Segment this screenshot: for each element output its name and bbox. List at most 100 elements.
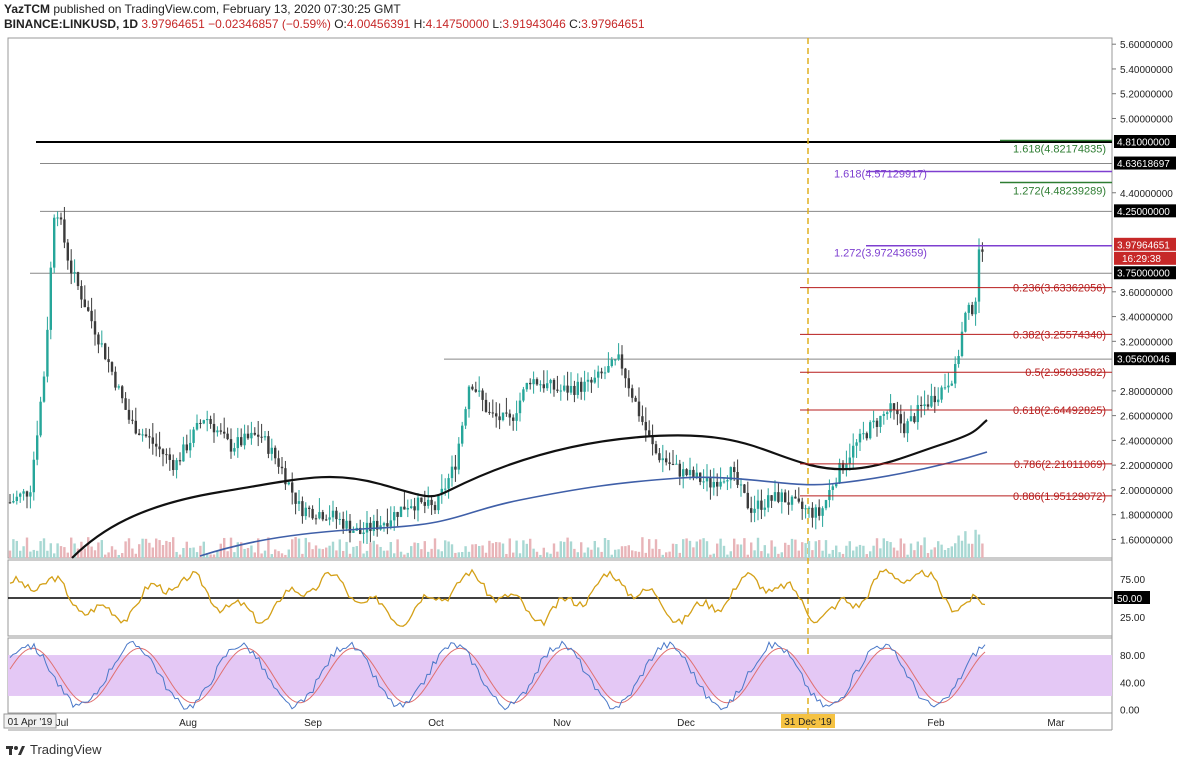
volume-bar <box>624 546 627 558</box>
candle-body <box>223 431 226 434</box>
volume-bar <box>114 549 117 558</box>
volume-bar <box>665 552 668 558</box>
volume-bar <box>869 551 872 558</box>
volume-bar <box>705 541 709 558</box>
volume-bar <box>801 542 804 558</box>
x-tick-label: Aug <box>179 718 197 729</box>
candle-body <box>382 523 386 526</box>
volume-bar <box>39 541 42 558</box>
volume-bar <box>359 540 362 558</box>
volume-bar <box>257 538 260 558</box>
candle-body <box>923 404 926 407</box>
candle-body <box>529 382 532 385</box>
candle-body <box>705 477 709 482</box>
volume-bar <box>223 537 226 558</box>
volume-bar <box>634 551 637 558</box>
candle-body <box>801 501 804 509</box>
candle-body <box>127 409 131 420</box>
candle-body <box>410 506 413 508</box>
candle-body <box>178 460 182 462</box>
volume-bar <box>784 542 787 558</box>
candle-body <box>841 462 845 470</box>
candle-body <box>73 272 76 274</box>
candle-body <box>253 432 256 435</box>
fib-retracement-label: 0.236(3.63362056) <box>1013 283 1106 295</box>
volume-bar <box>15 540 18 558</box>
candle-body <box>886 412 889 415</box>
volume-bar <box>566 537 569 558</box>
volume-bar <box>97 542 100 558</box>
candle-body <box>848 457 851 464</box>
volume-bar <box>291 539 294 558</box>
fib-extension-purple-label: 1.272(3.97243659) <box>834 248 927 260</box>
candle-body <box>328 517 331 520</box>
volume-bar <box>559 541 562 558</box>
candle-body <box>512 417 515 421</box>
volume-bar <box>811 550 814 558</box>
publish-info: YazTCM published on TradingView.com, Feb… <box>4 2 401 16</box>
volume-bar <box>121 553 124 558</box>
candle-body <box>22 491 25 494</box>
candle-body <box>59 217 63 220</box>
volume-bar <box>600 551 603 558</box>
high-label: H: <box>413 17 426 31</box>
x-tick-label: Mar <box>1047 718 1065 729</box>
volume-bar <box>202 541 205 558</box>
volume-bar <box>376 544 379 558</box>
volume-bar <box>233 552 236 558</box>
candle-body <box>903 423 906 434</box>
volume-bar <box>576 552 579 558</box>
volume-bar <box>675 544 678 558</box>
tradingview-logo-icon <box>6 745 25 755</box>
author-name[interactable]: YazTCM <box>4 2 51 16</box>
candle-body <box>481 390 484 400</box>
candle-body <box>573 385 576 395</box>
candle-body <box>807 507 811 509</box>
volume-bar <box>835 545 838 558</box>
x-tick-label: Dec <box>677 718 695 729</box>
candle-body <box>920 404 923 407</box>
volume-bar <box>845 545 848 558</box>
volume-bar <box>93 550 97 558</box>
candle-body <box>124 398 127 410</box>
y-tick-label: 5.20000000 <box>1120 90 1173 101</box>
volume-bar <box>750 542 753 558</box>
candle-body <box>172 459 175 471</box>
volume-bar <box>403 554 406 558</box>
candle-body <box>467 386 471 410</box>
volume-bar <box>726 554 729 558</box>
volume-bar <box>199 545 202 558</box>
candle-body <box>233 448 236 452</box>
volume-bar <box>321 549 324 558</box>
tradingview-brand[interactable]: TradingView <box>6 742 102 757</box>
candle-body <box>144 434 148 437</box>
volume-bar <box>399 551 403 558</box>
candle-body <box>824 500 828 509</box>
y-tick-label: 2.00000000 <box>1120 486 1173 497</box>
candle-body <box>780 492 783 502</box>
y-tick-label: 2.20000000 <box>1120 461 1173 472</box>
x-start-badge <box>3 713 57 729</box>
volume-bar <box>913 550 916 558</box>
candle-body <box>454 466 457 470</box>
candle-body <box>661 458 664 461</box>
volume-bar <box>682 539 685 558</box>
volume-bar <box>886 541 889 558</box>
candle-body <box>909 416 913 422</box>
candle-body <box>624 368 627 379</box>
volume-bar <box>699 539 702 558</box>
candle-body <box>855 442 858 446</box>
symbol-label: BINANCE:LINKUSD, 1D <box>4 17 139 31</box>
volume-bar <box>185 541 188 558</box>
candle-body <box>267 436 270 454</box>
candle-body <box>93 321 97 335</box>
volume-bar <box>848 541 851 558</box>
candle-body <box>114 371 117 388</box>
stoch-band <box>8 655 1112 696</box>
candle-body <box>811 507 814 518</box>
candle-body <box>46 329 49 377</box>
x-tick-label: Oct <box>428 718 444 729</box>
candle-body <box>712 481 715 488</box>
volume-bar <box>274 549 277 558</box>
